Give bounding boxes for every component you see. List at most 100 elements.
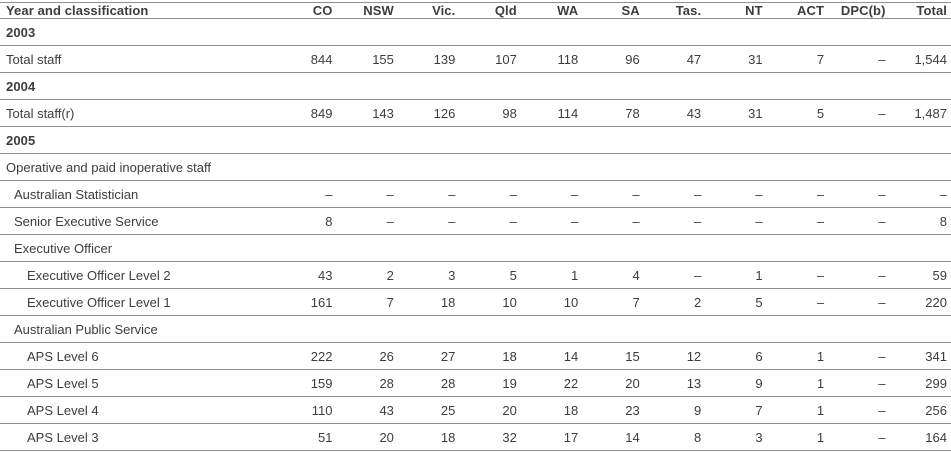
cell-qld: 98	[459, 99, 521, 127]
cell-act: 7	[766, 45, 829, 73]
cell-vic	[397, 72, 460, 100]
cell-dpc-b: –	[828, 288, 890, 316]
table-row-operative-and-paid-inoperative-staff: Operative and paid inoperative staff	[0, 153, 951, 181]
cell-sa	[582, 18, 644, 46]
cell-wa: 18	[520, 396, 583, 424]
column-header-tas: Tas.	[643, 2, 706, 19]
cell-wa	[520, 72, 583, 100]
cell-nt: 6	[705, 342, 767, 370]
cell-wa	[520, 18, 583, 46]
cell-co	[275, 234, 337, 262]
cell-act: –	[766, 207, 829, 235]
table-row-total-staff: Total staff 844 155 139 107 118 96 47 31 7–1,544	[0, 45, 951, 73]
row-label: 2004	[0, 72, 275, 100]
cell-nt	[705, 153, 767, 181]
cell-nt: 9	[705, 369, 767, 397]
row-label: Executive Officer Level 2	[0, 261, 275, 289]
cell-sa: 20	[582, 369, 644, 397]
cell-dpc-b: –	[828, 45, 890, 73]
cell-sa: –	[582, 180, 644, 208]
cell-total	[889, 126, 951, 154]
cell-nsw: 43	[336, 396, 398, 424]
cell-sa: 96	[582, 45, 644, 73]
cell-act: –	[766, 288, 829, 316]
cell-tas: –	[643, 261, 706, 289]
row-label: APS Level 6	[0, 342, 275, 370]
cell-qld: 5	[459, 261, 521, 289]
cell-vic: 126	[397, 99, 460, 127]
cell-tas: 47	[643, 45, 706, 73]
cell-dpc-b	[828, 153, 890, 181]
cell-tas: –	[643, 207, 706, 235]
column-header-nsw: NSW	[336, 2, 398, 19]
row-label: APS Level 3	[0, 423, 275, 451]
row-label: Total staff(r)	[0, 99, 275, 127]
cell-act: –	[766, 261, 829, 289]
cell-co: 222	[275, 342, 337, 370]
table-row-aps-level-5: APS Level 5 159 28 28 19 22 20 13 9 1–299	[0, 369, 951, 397]
cell-sa: 4	[582, 261, 644, 289]
cell-qld	[459, 126, 521, 154]
row-label: 2003	[0, 18, 275, 46]
cell-nt	[705, 18, 767, 46]
cell-tas	[643, 315, 706, 343]
cell-sa: 15	[582, 342, 644, 370]
cell-nsw	[336, 315, 398, 343]
cell-dpc-b	[828, 234, 890, 262]
row-label: Executive Officer Level 1	[0, 288, 275, 316]
cell-dpc-b: –	[828, 261, 890, 289]
cell-qld	[459, 18, 521, 46]
cell-vic	[397, 126, 460, 154]
cell-wa: 17	[520, 423, 583, 451]
cell-total: 256	[889, 396, 951, 424]
cell-act: 1	[766, 423, 829, 451]
cell-dpc-b: –	[828, 99, 890, 127]
row-label: Total staff	[0, 45, 275, 73]
cell-nt: 7	[705, 396, 767, 424]
cell-total: 1,544	[889, 45, 951, 73]
cell-nt	[705, 234, 767, 262]
table-row-2005: 2005	[0, 126, 951, 154]
cell-vic: 139	[397, 45, 460, 73]
cell-wa: 1	[520, 261, 583, 289]
cell-qld: 20	[459, 396, 521, 424]
cell-wa: 114	[520, 99, 583, 127]
cell-tas	[643, 72, 706, 100]
cell-nsw: 143	[336, 99, 398, 127]
table-body: 2003 Total staff 844 155 139 107 118 96 47 31 7–1,…	[0, 18, 951, 451]
cell-nt: 3	[705, 423, 767, 451]
cell-dpc-b	[828, 126, 890, 154]
cell-act: 1	[766, 396, 829, 424]
cell-nsw: 155	[336, 45, 398, 73]
cell-dpc-b: –	[828, 207, 890, 235]
table-row-australian-public-service: Australian Public Service	[0, 315, 951, 343]
cell-qld: 18	[459, 342, 521, 370]
cell-vic: 18	[397, 288, 460, 316]
cell-co	[275, 18, 337, 46]
cell-total: 59	[889, 261, 951, 289]
cell-co	[275, 315, 337, 343]
cell-sa	[582, 72, 644, 100]
cell-total: 299	[889, 369, 951, 397]
cell-vic: 25	[397, 396, 460, 424]
cell-total: 220	[889, 288, 951, 316]
row-label: APS Level 4	[0, 396, 275, 424]
cell-act	[766, 72, 829, 100]
cell-co: 849	[275, 99, 337, 127]
cell-act	[766, 234, 829, 262]
cell-qld: 10	[459, 288, 521, 316]
cell-tas	[643, 18, 706, 46]
cell-co: 844	[275, 45, 337, 73]
cell-wa	[520, 315, 583, 343]
cell-tas	[643, 234, 706, 262]
cell-dpc-b: –	[828, 423, 890, 451]
cell-dpc-b: –	[828, 369, 890, 397]
cell-act	[766, 315, 829, 343]
cell-qld: 32	[459, 423, 521, 451]
cell-act: 1	[766, 369, 829, 397]
table-row-aps-level-6: APS Level 6 222 26 27 18 14 15 12 6 1–341	[0, 342, 951, 370]
cell-nt: –	[705, 180, 767, 208]
cell-nt	[705, 126, 767, 154]
column-header-act: ACT	[766, 2, 829, 19]
